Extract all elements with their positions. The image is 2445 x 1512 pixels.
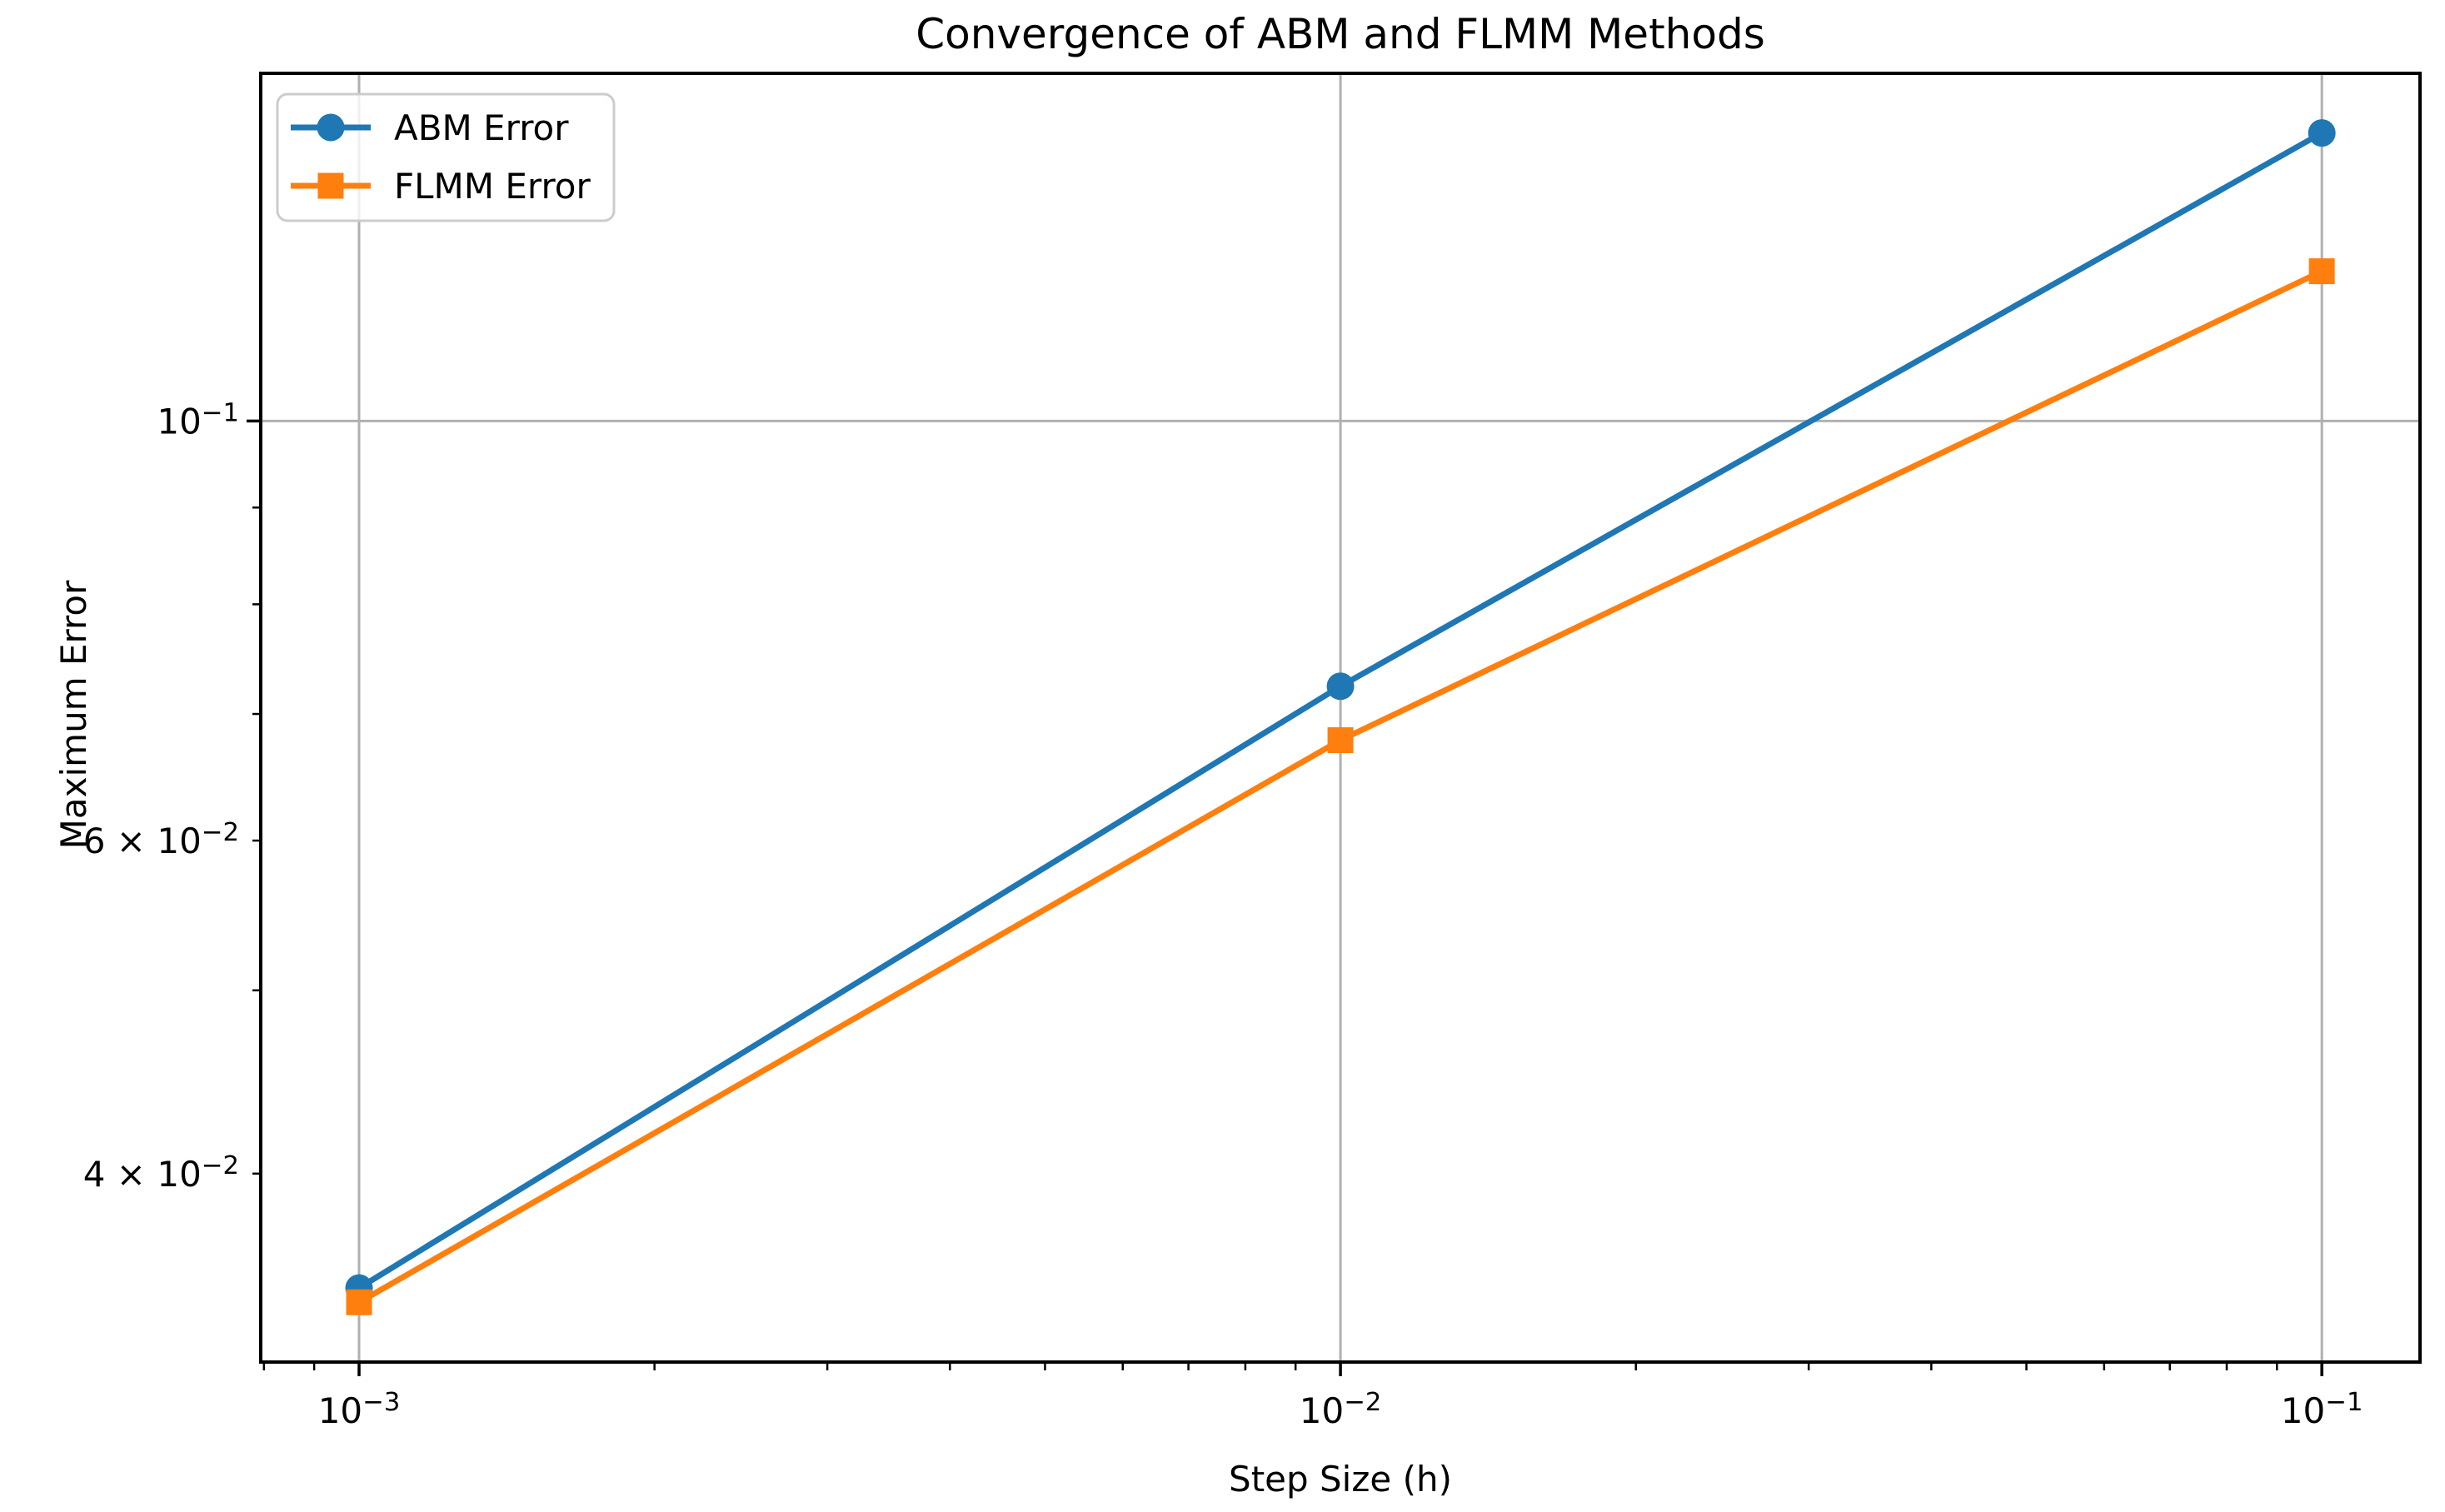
x-tick-label: 10−1 <box>2281 1388 2363 1431</box>
series-flmm <box>346 258 2335 1315</box>
legend-entry: FLMM Error <box>291 166 591 207</box>
gridlines <box>261 73 2420 1362</box>
y-tick-label: 6 × 10−2 <box>83 818 239 861</box>
y-tick-label: 10−1 <box>157 398 239 442</box>
x-axis-label: Step Size (h) <box>1229 1459 1452 1500</box>
y-axis-label: Maximum Error <box>53 580 94 849</box>
data-point <box>2308 119 2336 147</box>
x-tick-label: 10−2 <box>1300 1388 1382 1431</box>
data-point <box>1327 727 1354 754</box>
legend-label: FLMM Error <box>394 166 591 207</box>
plot-area: 10−3 10−2 10−1 4 × 10−2 6 × 10−2 10−1 ABM Erro… <box>83 72 2422 1431</box>
y-axis-ticks: 4 × 10−2 6 × 10−2 10−1 <box>83 398 261 1195</box>
x-axis-ticks: 10−3 10−2 10−1 <box>262 1362 2363 1431</box>
data-point <box>1326 672 1355 701</box>
legend-entry: ABM Error <box>291 107 569 148</box>
legend-label: ABM Error <box>394 107 569 148</box>
x-tick-label: 10−3 <box>318 1388 401 1431</box>
legend-marker-square <box>317 172 344 199</box>
y-tick-label: 4 × 10−2 <box>83 1151 239 1195</box>
legend-marker-circle <box>317 113 345 142</box>
data-point <box>2308 258 2335 285</box>
data-point <box>346 1289 372 1315</box>
chart-title: Convergence of ABM and FLMM Methods <box>916 10 1765 58</box>
legend: ABM Error FLMM Error <box>276 92 616 222</box>
